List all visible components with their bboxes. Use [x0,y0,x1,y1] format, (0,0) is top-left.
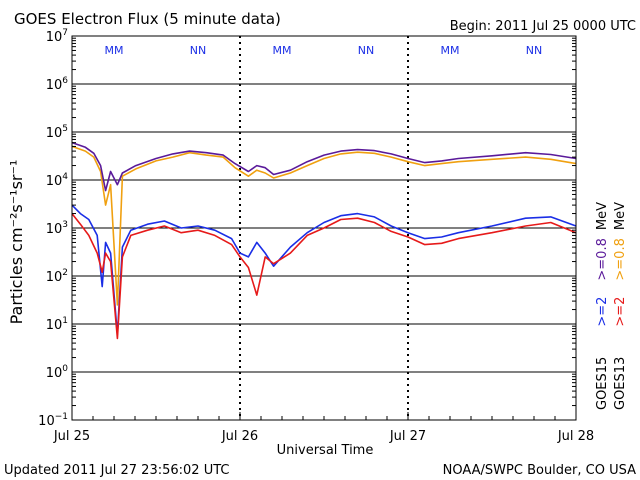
x-tick-label: Jul 27 [389,429,426,444]
satellite-markers: MM NN MM NN MM NN [105,44,543,57]
y-tick-label: 100 [46,364,69,381]
y-tick-label: 103 [46,220,68,237]
marker-nn: NN [190,44,206,57]
y-tick-label: 104 [46,172,69,189]
marker-mm: MM [273,44,292,57]
legend-column-goes13: GOES13>=2>=0.8MeV [613,202,628,410]
flux-series [71,141,577,340]
legend-entry-goes13: GOES13>=2>=0.8MeV [613,202,628,410]
y-tick-label: 102 [46,268,68,285]
series-line-goes15-2-mev [71,204,577,336]
begin-time: Begin: 2011 Jul 25 0000 UTC [450,19,636,34]
series-line-goes13-2-mev [71,213,577,340]
updated-time: Updated 2011 Jul 27 23:56:02 UTC [4,463,229,478]
series-line-goes13-0-8-mev [71,145,577,306]
x-tick-label: Jul 28 [557,429,594,444]
series-line-goes15-0-8-mev [71,141,577,192]
credit: NOAA/SWPC Boulder, CO USA [443,463,636,478]
marker-nn: NN [526,44,542,57]
marker-mm: MM [441,44,460,57]
y-tick-label: 105 [46,124,68,141]
legend-entry-goes15: GOES15>=2>=0.8MeV [595,202,610,410]
y-axis-label: Particles cm⁻²s⁻¹sr⁻¹ [7,160,26,325]
plot-grid [72,36,576,420]
y-tick-label: 10−1 [38,412,68,429]
marker-mm: MM [105,44,124,57]
y-tick-label: 107 [46,28,68,45]
x-tick-label: Jul 26 [221,429,258,444]
y-axis-ticks: 107 106 105 104 103 102 101 100 10−1 [38,28,576,429]
x-axis-ticks: Jul 25 Jul 26 Jul 27 Jul 28 [53,412,594,444]
legend-column-goes15: GOES15>=2>=0.8MeV [595,202,610,410]
x-axis-label: Universal Time [277,443,374,458]
x-tick-label: Jul 25 [53,429,90,444]
y-tick-label: 101 [46,316,68,333]
chart-title: GOES Electron Flux (5 minute data) [14,10,281,28]
marker-nn: NN [358,44,374,57]
y-tick-label: 106 [46,76,69,93]
